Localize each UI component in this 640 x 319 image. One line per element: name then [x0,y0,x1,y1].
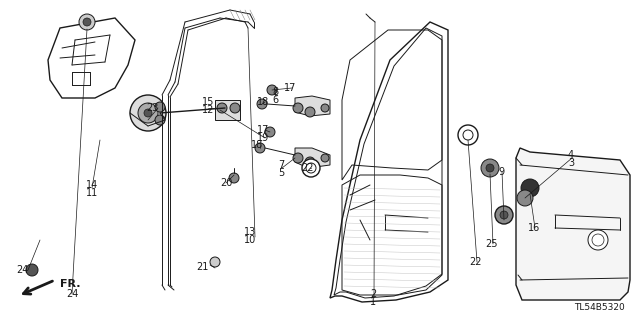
Text: 9: 9 [498,167,504,177]
Circle shape [138,103,158,123]
Circle shape [255,143,265,153]
Text: 10: 10 [244,235,256,245]
Circle shape [588,230,608,250]
Text: 1: 1 [370,297,376,307]
Text: 14: 14 [86,180,98,190]
Circle shape [144,109,152,117]
Circle shape [305,107,315,117]
Circle shape [26,264,38,276]
Circle shape [458,125,478,145]
Circle shape [495,206,513,224]
Text: 22: 22 [470,257,483,267]
Circle shape [302,159,320,177]
Text: 23: 23 [146,103,158,113]
Text: 16: 16 [528,223,540,233]
Text: TL54B5320: TL54B5320 [574,303,625,313]
Polygon shape [295,148,330,168]
Text: 21: 21 [196,262,208,272]
Text: 20: 20 [220,178,232,188]
Text: 5: 5 [278,168,284,178]
Text: 24: 24 [66,289,78,299]
Circle shape [517,190,533,206]
Circle shape [267,85,277,95]
Circle shape [217,103,227,113]
Text: 18: 18 [251,140,263,150]
Text: 12: 12 [202,105,214,115]
Circle shape [257,99,267,109]
Text: 3: 3 [568,158,574,168]
Text: 11: 11 [86,188,98,198]
Circle shape [79,14,95,30]
Circle shape [500,211,508,219]
Text: 17: 17 [257,125,269,135]
Circle shape [230,103,240,113]
Text: 6: 6 [272,95,278,105]
Circle shape [229,173,239,183]
Text: 17: 17 [284,83,296,93]
Circle shape [83,18,91,26]
Circle shape [155,102,165,112]
Text: 19: 19 [257,133,269,143]
Text: 15: 15 [202,97,214,107]
Text: 4: 4 [568,150,574,160]
Circle shape [321,104,329,112]
Polygon shape [215,100,240,120]
Text: 8: 8 [272,87,278,97]
Circle shape [486,164,494,172]
Circle shape [293,153,303,163]
Text: 13: 13 [244,227,256,237]
Polygon shape [295,96,330,116]
Circle shape [265,127,275,137]
Text: 25: 25 [486,239,499,249]
Text: 7: 7 [278,160,284,170]
Circle shape [293,103,303,113]
Text: 18: 18 [257,97,269,107]
Circle shape [521,179,539,197]
Polygon shape [516,148,630,300]
Circle shape [305,157,315,167]
Text: 2: 2 [370,289,376,299]
Circle shape [210,257,220,267]
Text: 22: 22 [301,163,314,173]
Text: 24: 24 [16,265,28,275]
Circle shape [321,154,329,162]
Circle shape [155,115,165,125]
Text: FR.: FR. [60,279,81,289]
Circle shape [481,159,499,177]
Circle shape [130,95,166,131]
